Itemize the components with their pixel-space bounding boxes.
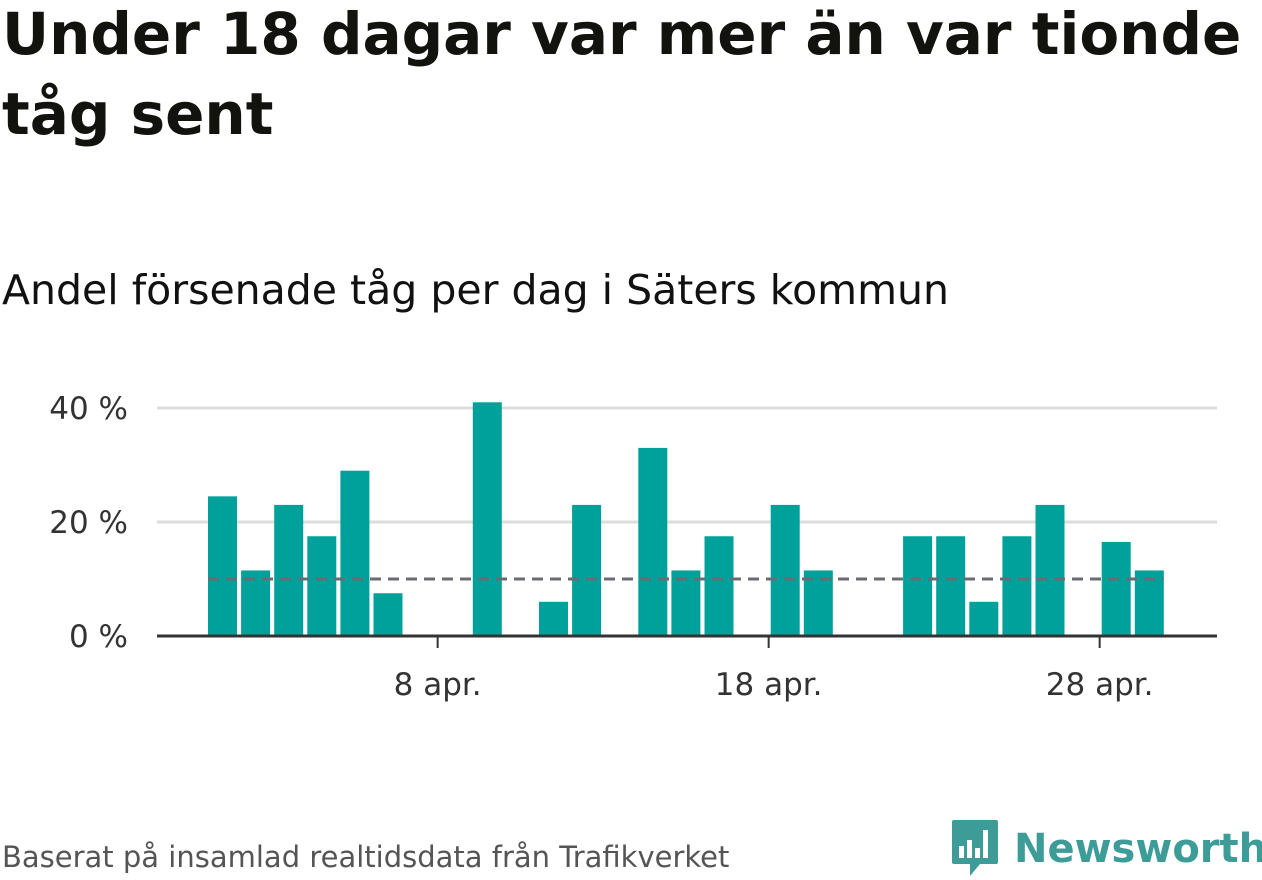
newsworthy-logo-text: Newsworthy (1014, 826, 1262, 872)
x-axis (157, 634, 1217, 648)
bar (1035, 504, 1065, 636)
bar (472, 402, 502, 636)
x-tick-label: 18 apr. (715, 667, 823, 703)
bar (572, 504, 602, 636)
bars (208, 402, 1164, 636)
bar (638, 447, 668, 636)
chart-subtitle: Andel försenade tåg per dag i Säters kom… (2, 266, 950, 314)
bar (1002, 536, 1032, 636)
bar (1134, 570, 1164, 636)
newsworthy-logo: Newsworthy (950, 818, 1262, 880)
y-tick-label: 20 % (49, 505, 128, 541)
y-tick-label: 40 % (49, 391, 128, 427)
newsworthy-logo-icon (952, 820, 998, 876)
chart-title: Under 18 dagar var mer än var tionde tåg… (2, 0, 1242, 148)
bar (373, 593, 403, 636)
bar (539, 601, 568, 636)
x-axis-labels: 8 apr. 18 apr. 28 apr. (394, 667, 1154, 703)
bar (340, 470, 370, 636)
bar (274, 504, 304, 636)
bar (969, 601, 999, 636)
bar (770, 504, 800, 636)
bar (903, 536, 933, 636)
bar (1101, 541, 1131, 636)
bar (307, 536, 337, 636)
bar (208, 496, 237, 636)
y-axis-labels: 0 % 20 % 40 % (49, 391, 128, 655)
x-tick-label: 28 apr. (1046, 667, 1154, 703)
bar (241, 570, 271, 636)
source-note: Baserat på insamlad realtidsdata från Tr… (2, 840, 730, 874)
y-tick-label: 0 % (69, 619, 128, 655)
bar (671, 570, 701, 636)
x-tick-label: 8 apr. (394, 667, 482, 703)
bar (704, 536, 734, 636)
bar (936, 536, 966, 636)
bar (803, 570, 833, 636)
